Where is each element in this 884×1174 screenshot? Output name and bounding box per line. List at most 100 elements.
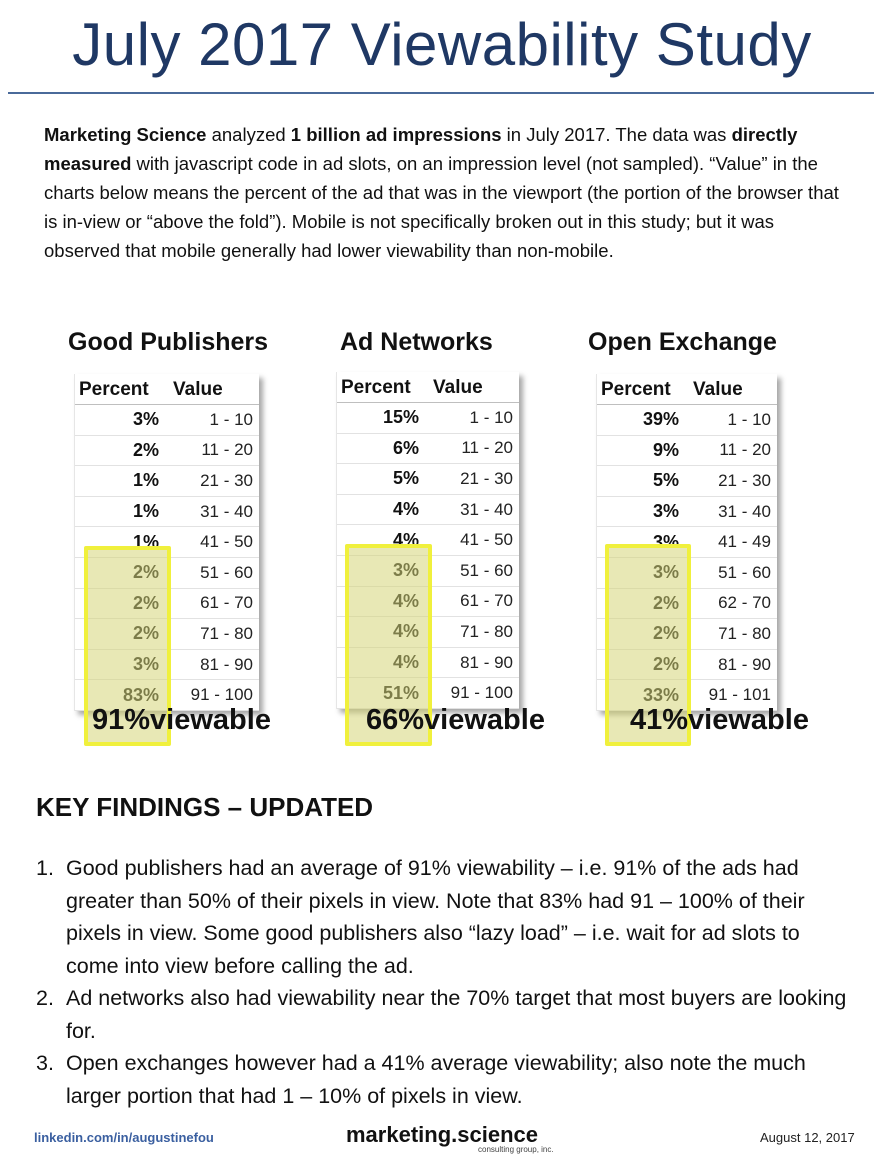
cell-percent: 6% xyxy=(392,437,419,458)
column-header-value: Value xyxy=(693,379,743,400)
table-title-good-publishers: Good Publishers xyxy=(68,328,269,356)
table-row: 39% 1 - 10 xyxy=(597,405,777,436)
intro-text-2: in July 2017. The data was xyxy=(501,124,732,145)
cell-value: 61 - 70 xyxy=(200,593,253,613)
footer-linkedin-link[interactable]: linkedin.com/in/augustinefou xyxy=(34,1130,214,1145)
page-title: July 2017 Viewability Study xyxy=(72,11,812,78)
column-header-percent: Percent xyxy=(341,377,411,398)
table-row: 9% 11 - 20 xyxy=(597,436,777,467)
key-findings-heading: KEY FINDINGS – UPDATED xyxy=(36,792,374,822)
table-row: 5% 21 - 30 xyxy=(597,466,777,497)
highlight-open-exchange xyxy=(605,544,691,746)
cell-value: 1 - 10 xyxy=(209,409,253,429)
intro-bold-1: Marketing Science xyxy=(44,124,207,145)
viewable-pct: 91% xyxy=(92,704,151,736)
cell-value: 11 - 20 xyxy=(719,440,771,460)
table-header: Percent Value xyxy=(75,374,259,405)
viewable-label: viewable xyxy=(688,704,809,736)
cell-percent: 1% xyxy=(132,501,159,522)
cell-percent: 39% xyxy=(642,409,679,430)
cell-value: 41 - 50 xyxy=(460,530,513,550)
highlight-good-publishers xyxy=(84,546,171,746)
column-header-value: Value xyxy=(433,377,483,398)
title-divider xyxy=(8,92,874,94)
cell-value: 21 - 30 xyxy=(200,470,253,490)
cell-value: 1 - 10 xyxy=(727,409,771,429)
highlight-ad-networks xyxy=(345,544,432,746)
table-row: 2% 11 - 20 xyxy=(75,436,259,467)
table-open-exchange: Percent Value 39% 1 - 10 9% 11 - 20 5% 21 - 30 3… xyxy=(596,374,777,711)
column-header-percent: Percent xyxy=(79,379,149,400)
table-row: 4% 31 - 40 xyxy=(337,495,519,526)
table-title-ad-networks: Ad Networks xyxy=(340,328,493,356)
viewable-open-exchange: 41%viewable xyxy=(630,704,809,737)
table-row: 5% 21 - 30 xyxy=(337,464,519,495)
cell-value: 31 - 40 xyxy=(200,501,253,521)
cell-percent: 4% xyxy=(392,499,419,520)
finding-item: 3. Open exchanges however had a 41% avera… xyxy=(36,1047,856,1112)
intro-bold-2: 1 billion ad impressions xyxy=(290,124,502,145)
finding-text: Open exchanges however had a 41% average… xyxy=(66,1051,806,1108)
finding-item: 1. Good publishers had an average of 91% … xyxy=(36,852,856,982)
viewable-ad-networks: 66%viewable xyxy=(366,704,545,737)
finding-text: Good publishers had an average of 91% vi… xyxy=(66,856,805,978)
cell-value: 71 - 80 xyxy=(718,623,771,643)
intro-bold-3: directly measured xyxy=(44,124,798,174)
finding-number: 1. xyxy=(36,856,54,880)
cell-value: 81 - 90 xyxy=(460,652,513,672)
cell-value: 11 - 20 xyxy=(201,440,253,460)
finding-text: Ad networks also had viewability near th… xyxy=(66,986,847,1043)
key-findings-list: 1. Good publishers had an average of 91% … xyxy=(36,852,856,1112)
table-row: 1% 31 - 40 xyxy=(75,497,259,528)
table-row: 1% 21 - 30 xyxy=(75,466,259,497)
intro-text-1: analyzed xyxy=(206,124,291,145)
footer-brand-logo: marketing.science consulting group, inc. xyxy=(0,1122,884,1154)
cell-percent: 5% xyxy=(392,468,419,489)
cell-value: 61 - 70 xyxy=(460,591,513,611)
cell-value: 31 - 40 xyxy=(718,501,771,521)
cell-value: 62 - 70 xyxy=(718,593,771,613)
cell-percent: 1% xyxy=(132,470,159,491)
cell-value: 51 - 60 xyxy=(460,560,513,580)
table-header: Percent Value xyxy=(337,372,519,403)
intro-text-3: with javascript code in ad slots, on an … xyxy=(44,153,839,261)
cell-value: 31 - 40 xyxy=(460,499,513,519)
table-row: 15% 1 - 10 xyxy=(337,403,519,434)
cell-value: 11 - 20 xyxy=(461,438,513,458)
viewable-label: viewable xyxy=(150,704,271,736)
cell-value: 71 - 80 xyxy=(460,621,513,641)
cell-value: 41 - 49 xyxy=(718,532,771,552)
cell-value: 41 - 50 xyxy=(200,532,253,552)
cell-value: 51 - 60 xyxy=(718,562,771,582)
cell-percent: 3% xyxy=(132,409,159,430)
intro-paragraph: Marketing Science analyzed 1 billion ad … xyxy=(44,120,844,265)
brand-name: marketing.science xyxy=(346,1122,538,1147)
column-header-percent: Percent xyxy=(601,379,671,400)
viewable-label: viewable xyxy=(424,704,545,736)
cell-value: 51 - 60 xyxy=(200,562,253,582)
footer-date: August 12, 2017 xyxy=(760,1130,855,1145)
cell-value: 1 - 10 xyxy=(469,407,513,427)
cell-percent: 15% xyxy=(382,407,419,428)
table-row: 3% 1 - 10 xyxy=(75,405,259,436)
table-row: 3% 31 - 40 xyxy=(597,497,777,528)
brand-subtitle: consulting group, inc. xyxy=(478,1145,554,1154)
cell-value: 91 - 100 xyxy=(190,685,253,705)
viewable-pct: 41% xyxy=(630,704,689,736)
cell-value: 91 - 100 xyxy=(450,683,513,703)
cell-value: 81 - 90 xyxy=(718,654,771,674)
cell-percent: 2% xyxy=(132,439,159,460)
table-header: Percent Value xyxy=(597,374,777,405)
cell-percent: 5% xyxy=(652,470,679,491)
finding-number: 2. xyxy=(36,986,54,1010)
viewable-pct: 66% xyxy=(366,704,425,736)
cell-value: 91 - 101 xyxy=(708,685,771,705)
finding-number: 3. xyxy=(36,1051,54,1075)
cell-value: 81 - 90 xyxy=(200,654,253,674)
table-title-open-exchange: Open Exchange xyxy=(588,328,777,356)
cell-percent: 9% xyxy=(652,439,679,460)
table-row: 6% 11 - 20 xyxy=(337,434,519,465)
column-header-value: Value xyxy=(173,379,223,400)
cell-value: 21 - 30 xyxy=(460,468,513,488)
viewable-good-publishers: 91%viewable xyxy=(92,704,271,737)
